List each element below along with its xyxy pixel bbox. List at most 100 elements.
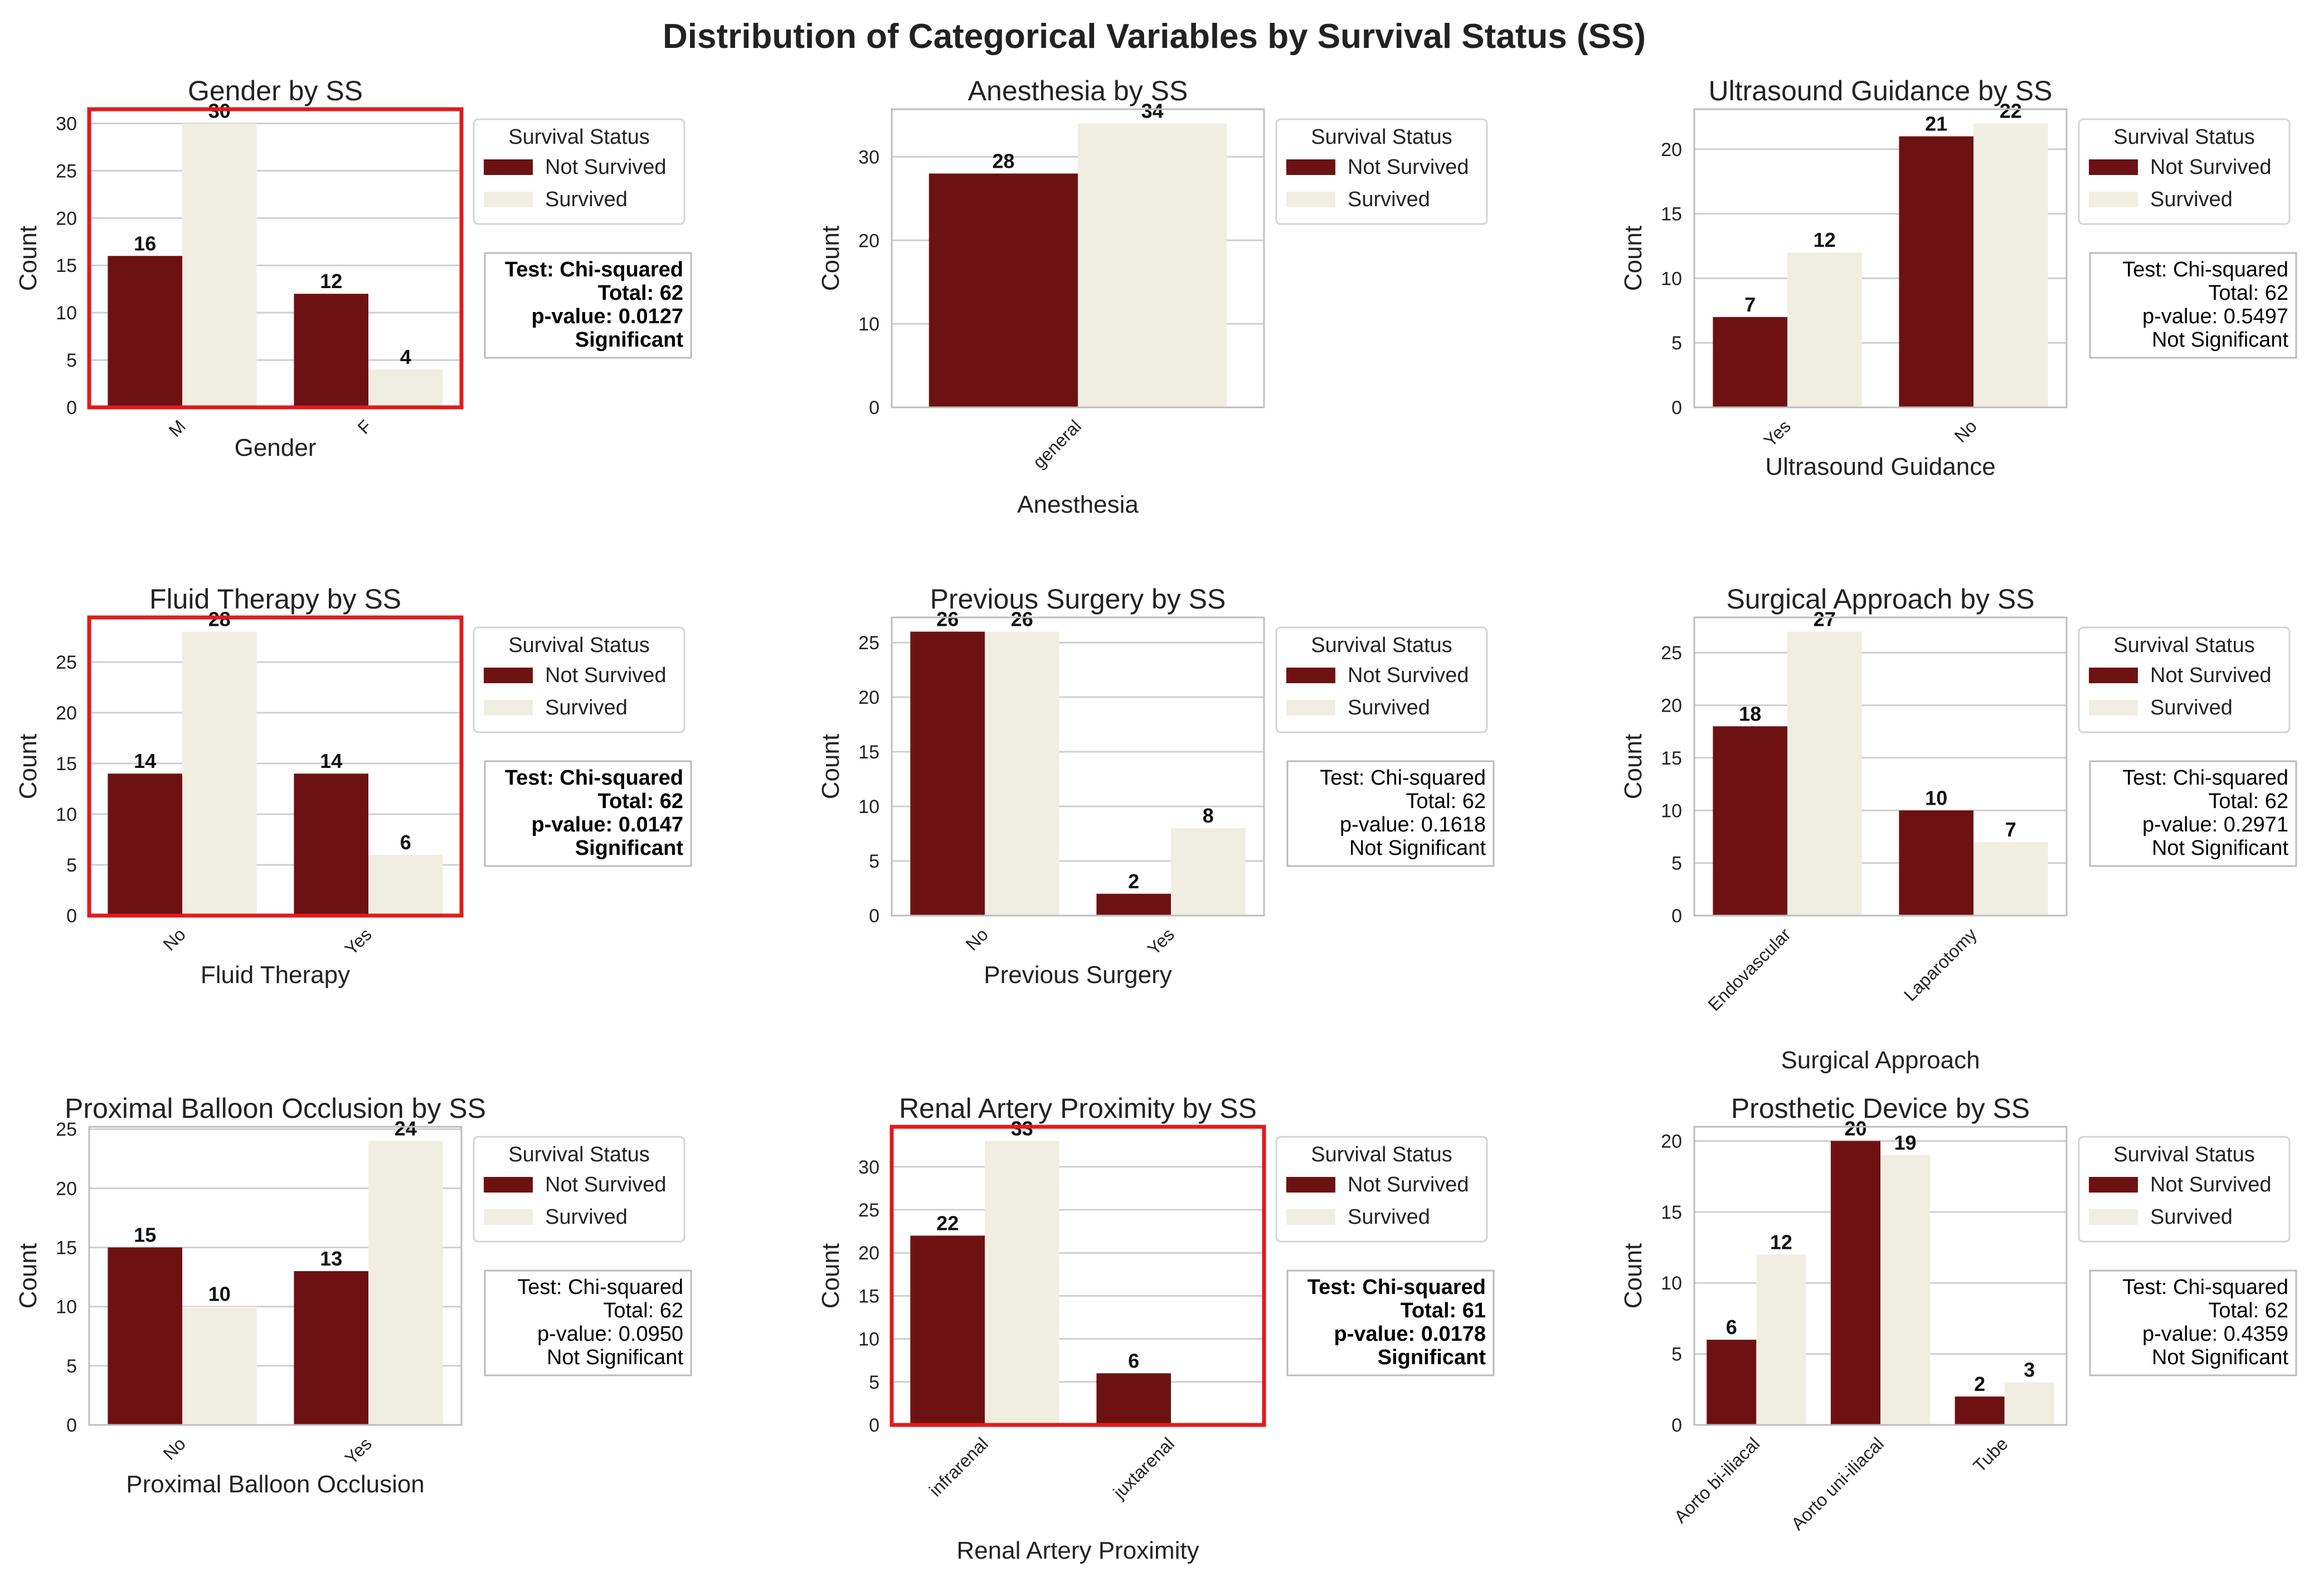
legend-title: Survival Status — [1311, 634, 1452, 657]
y-tick-label: 5 — [66, 855, 77, 876]
subplot-title: Previous Surgery by SS — [930, 583, 1226, 615]
y-tick-label: 25 — [858, 1200, 879, 1221]
y-tick-label: 5 — [869, 851, 879, 872]
legend-entry: Survived — [1348, 188, 1430, 211]
legend-entry: Survived — [545, 1205, 628, 1229]
bar-value-label: 18 — [1739, 702, 1761, 725]
bar — [1096, 1373, 1171, 1425]
bar — [368, 854, 443, 916]
y-axis-label: Count — [817, 734, 844, 799]
subplot-title: Anesthesia by SS — [968, 75, 1188, 106]
plot-frame — [1693, 616, 2068, 917]
bar — [1880, 1155, 1931, 1425]
legend-title: Survival Status — [508, 1143, 649, 1166]
stats-line: p-value: 0.5497 — [2142, 305, 2288, 328]
bar — [1078, 123, 1227, 407]
y-tick-label: 15 — [1661, 204, 1682, 225]
bar-value-label: 6 — [1128, 1349, 1139, 1372]
legend-swatch — [1286, 1177, 1335, 1193]
legend-swatch — [484, 159, 533, 175]
legend-entry: Survived — [545, 188, 628, 211]
stats-line: Test: Chi-squared — [1320, 766, 1486, 790]
y-tick-label: 20 — [858, 687, 879, 708]
bar-value-label: 3 — [2024, 1359, 2035, 1381]
bar — [2004, 1382, 2054, 1425]
y-tick-label: 20 — [1661, 139, 1682, 160]
y-tick-label: 25 — [56, 652, 77, 673]
bar-value-label: 2 — [1974, 1373, 1985, 1395]
bar — [985, 631, 1059, 916]
y-axis-label: Count — [14, 226, 42, 291]
bar-value-label: 26 — [936, 607, 959, 630]
bar — [294, 773, 368, 916]
legend-entry: Not Survived — [1348, 664, 1469, 687]
legend-title: Survival Status — [2113, 125, 2254, 149]
y-tick-label: 10 — [858, 796, 879, 818]
y-axis-label: Count — [817, 226, 844, 291]
stats-line: p-value: 0.4359 — [2142, 1322, 2288, 1346]
legend-title: Survival Status — [1311, 125, 1452, 149]
y-tick-label: 10 — [56, 1297, 77, 1318]
stats-line: Not Significant — [2152, 1346, 2288, 1369]
bar-value-label: 2 — [1128, 870, 1139, 893]
legend-swatch — [1286, 668, 1335, 683]
y-tick-label: 20 — [1661, 1131, 1682, 1152]
y-tick-label: 25 — [858, 632, 879, 654]
x-axis-label: Fluid Therapy — [201, 961, 350, 989]
bar — [1171, 828, 1246, 916]
stats-line: Total: 62 — [2208, 790, 2288, 813]
highlight-box — [87, 615, 464, 918]
y-tick-label: 15 — [1661, 748, 1682, 769]
legend-swatch — [2089, 700, 2138, 716]
legend-entry: Not Survived — [545, 155, 667, 179]
legend-entry: Survived — [1348, 696, 1430, 719]
stats-line: Not Significant — [1349, 836, 1486, 860]
stats-line: Test: Chi-squared — [505, 766, 683, 790]
y-tick-label: 20 — [858, 230, 879, 251]
stats-line: Test: Chi-squared — [505, 258, 683, 281]
subplot-title: Renal Artery Proximity by SS — [899, 1093, 1257, 1124]
y-tick-label: 15 — [56, 255, 77, 276]
stats-line: p-value: 0.0147 — [532, 813, 683, 836]
bar-value-label: 22 — [936, 1211, 959, 1234]
x-axis-label: Ultrasound Guidance — [1765, 453, 1995, 480]
y-tick-label: 20 — [1661, 695, 1682, 717]
stats-line: Total: 62 — [603, 1299, 683, 1322]
y-tick-label: 5 — [869, 1372, 879, 1393]
legend-swatch — [484, 1209, 533, 1225]
bar-value-label: 22 — [2000, 99, 2022, 122]
bar-value-label: 10 — [208, 1283, 231, 1306]
legend-title: Survival Status — [2113, 1143, 2254, 1166]
bar — [929, 173, 1078, 407]
bar-value-label: 12 — [320, 270, 342, 293]
y-tick-label: 0 — [66, 1415, 77, 1436]
stats-line: Test: Chi-squared — [1307, 1276, 1486, 1299]
y-tick-label: 15 — [56, 753, 77, 775]
stats-line: Significant — [575, 328, 684, 352]
legend-entry: Not Survived — [1348, 1173, 1469, 1196]
y-tick-label: 30 — [858, 1157, 879, 1178]
y-tick-label: 10 — [56, 303, 77, 324]
legend-entry: Survived — [545, 696, 628, 719]
y-axis-label: Count — [1620, 734, 1647, 799]
subplot-title: Proximal Balloon Occlusion by SS — [65, 1093, 486, 1124]
legend-title: Survival Status — [508, 125, 649, 149]
y-tick-label: 10 — [858, 1329, 879, 1350]
y-tick-label: 20 — [56, 1178, 77, 1199]
legend-entry: Survived — [2150, 1205, 2233, 1229]
y-tick-label: 30 — [56, 113, 77, 134]
bar — [368, 1141, 443, 1425]
bar — [182, 631, 257, 916]
bar — [910, 631, 985, 916]
bar — [108, 256, 182, 407]
stats-line: Test: Chi-squared — [517, 1276, 683, 1299]
bar — [985, 1141, 1059, 1425]
y-axis-label: Count — [14, 1243, 42, 1308]
highlight-box — [889, 1125, 1266, 1427]
stats-box — [484, 252, 692, 359]
bar-value-label: 6 — [400, 831, 411, 854]
plot-frame — [1693, 1126, 2068, 1426]
